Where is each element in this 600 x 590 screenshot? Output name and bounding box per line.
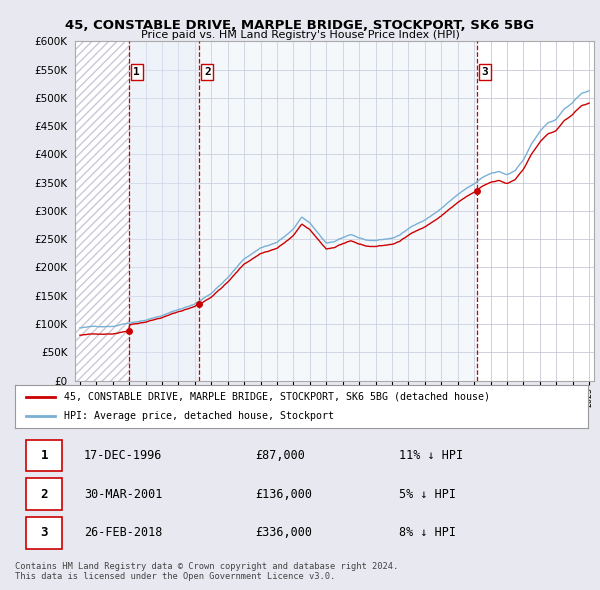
Text: HPI: Average price, detached house, Stockport: HPI: Average price, detached house, Stoc…: [64, 411, 334, 421]
Text: 2: 2: [40, 487, 48, 501]
Text: 30-MAR-2001: 30-MAR-2001: [84, 487, 162, 501]
Text: 1: 1: [40, 449, 48, 462]
FancyBboxPatch shape: [26, 478, 62, 510]
Text: Price paid vs. HM Land Registry's House Price Index (HPI): Price paid vs. HM Land Registry's House …: [140, 30, 460, 40]
Text: £87,000: £87,000: [256, 449, 305, 462]
Text: £136,000: £136,000: [256, 487, 313, 501]
Text: 11% ↓ HPI: 11% ↓ HPI: [399, 449, 463, 462]
Text: Contains HM Land Registry data © Crown copyright and database right 2024.
This d: Contains HM Land Registry data © Crown c…: [15, 562, 398, 581]
Text: 2: 2: [204, 67, 211, 77]
Text: 3: 3: [481, 67, 488, 77]
FancyBboxPatch shape: [26, 440, 62, 471]
Text: 5% ↓ HPI: 5% ↓ HPI: [399, 487, 456, 501]
Text: £336,000: £336,000: [256, 526, 313, 539]
Text: 45, CONSTABLE DRIVE, MARPLE BRIDGE, STOCKPORT, SK6 5BG (detached house): 45, CONSTABLE DRIVE, MARPLE BRIDGE, STOC…: [64, 392, 490, 402]
Text: 45, CONSTABLE DRIVE, MARPLE BRIDGE, STOCKPORT, SK6 5BG: 45, CONSTABLE DRIVE, MARPLE BRIDGE, STOC…: [65, 19, 535, 32]
Text: 3: 3: [40, 526, 48, 539]
Text: 26-FEB-2018: 26-FEB-2018: [84, 526, 162, 539]
FancyBboxPatch shape: [26, 517, 62, 549]
Text: 1: 1: [133, 67, 140, 77]
Text: 8% ↓ HPI: 8% ↓ HPI: [399, 526, 456, 539]
Text: 17-DEC-1996: 17-DEC-1996: [84, 449, 162, 462]
